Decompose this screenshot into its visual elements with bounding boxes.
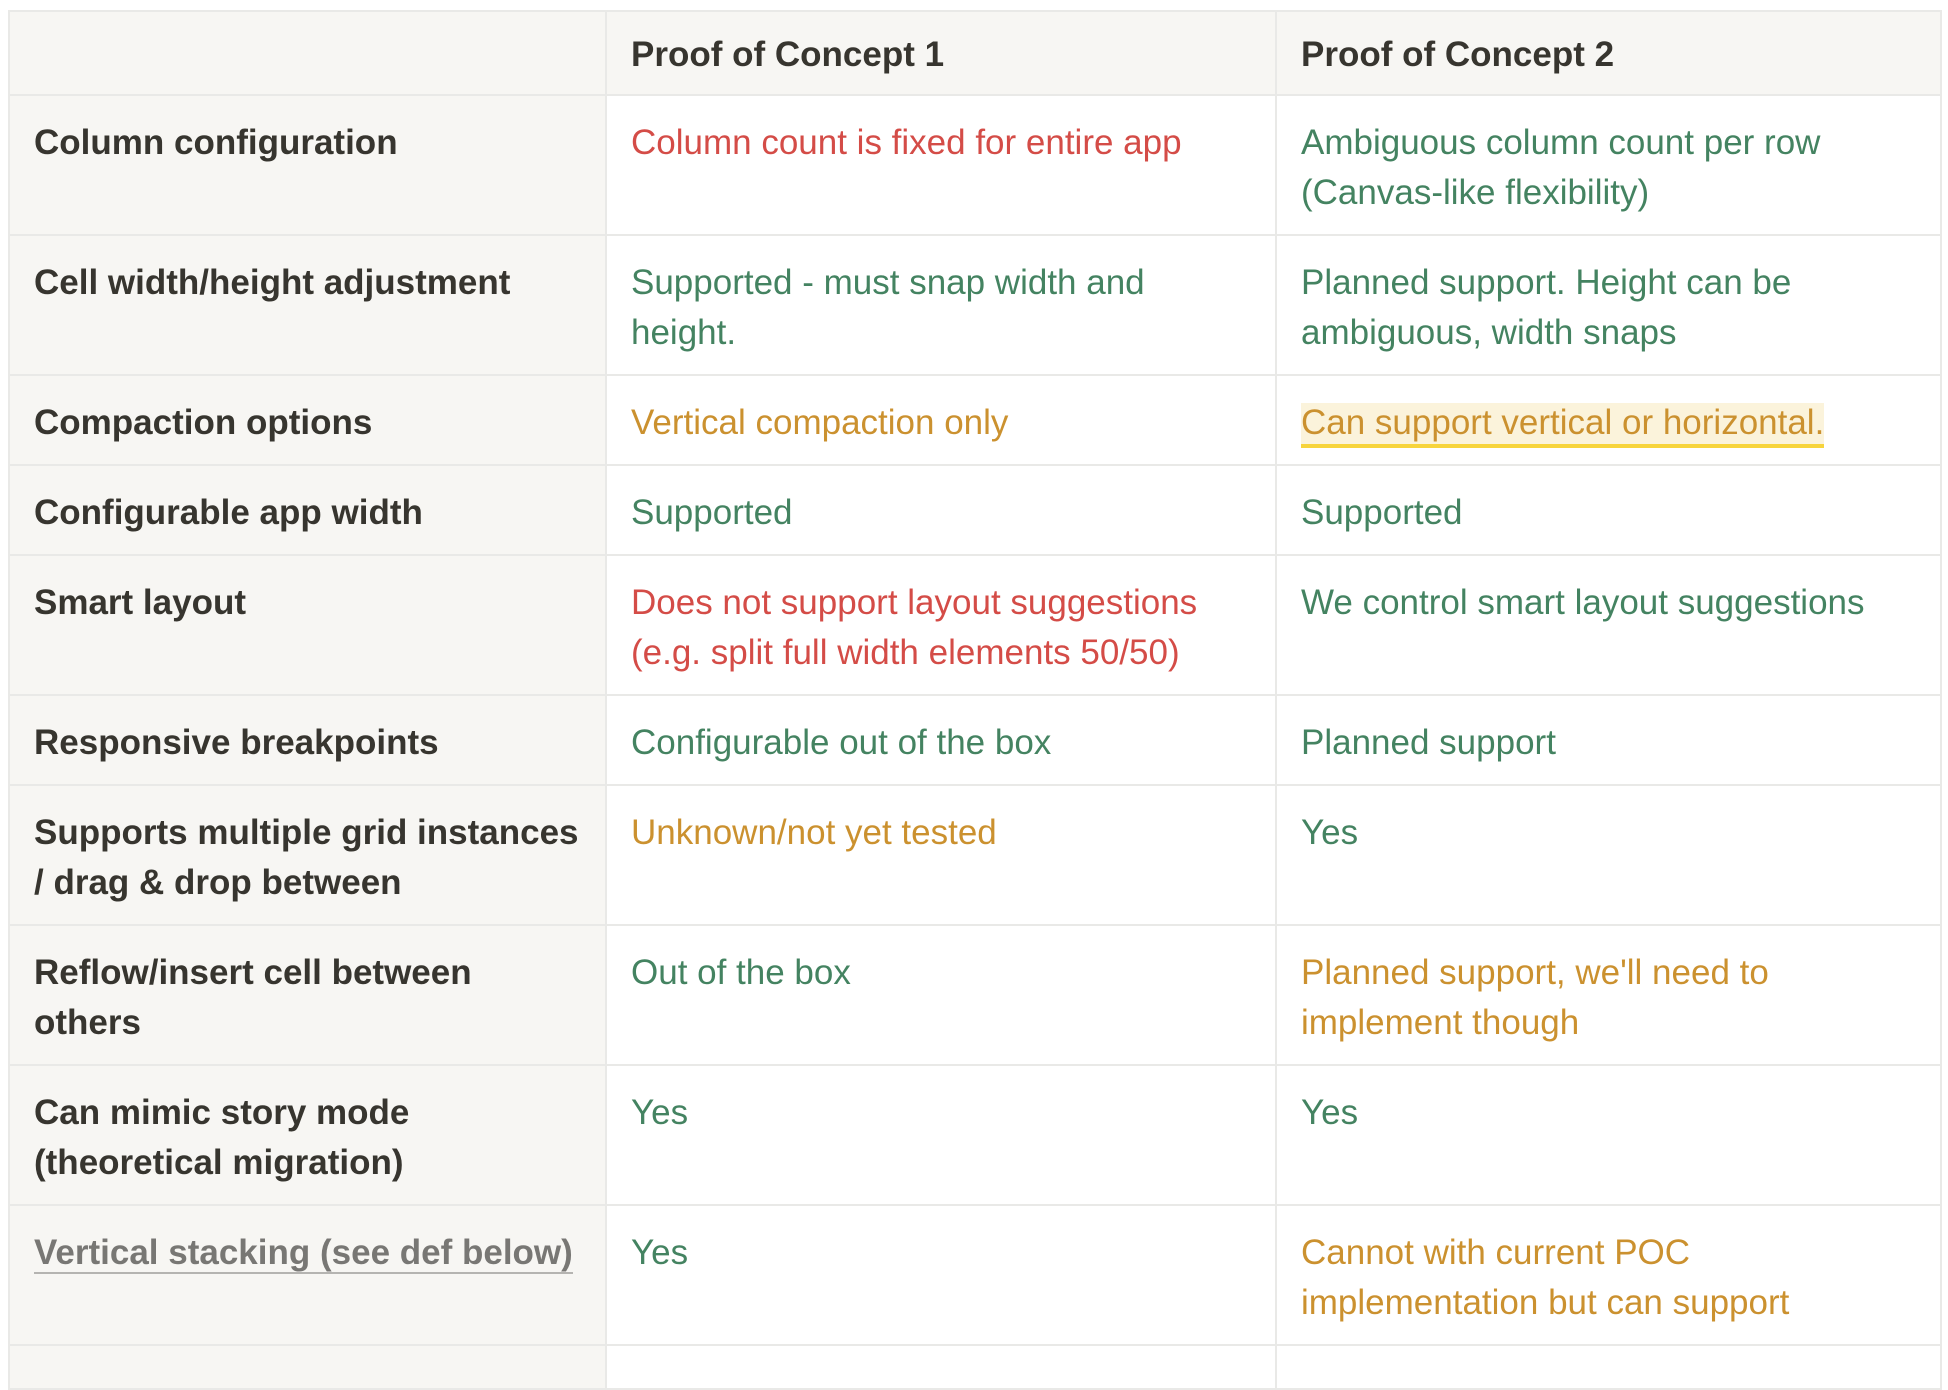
poc2-cell: Can support vertical or horizontal. (1275, 374, 1942, 466)
highlighted-text: Can support vertical or horizontal. (1301, 403, 1825, 448)
comparison-table: Proof of Concept 1 Proof of Concept 2 Co… (8, 10, 1942, 1390)
table-row: Smart layout Does not support layout sug… (8, 554, 1942, 696)
table-row: Can mimic story mode (theoretical migrat… (8, 1064, 1942, 1206)
table-header-row: Proof of Concept 1 Proof of Concept 2 (8, 10, 1942, 96)
poc1-cell: Column count is fixed for entire app (605, 94, 1277, 236)
row-label: Configurable app width (8, 464, 607, 556)
table-row: Vertical stacking (see def below) Yes Ca… (8, 1204, 1942, 1346)
poc1-cell: Supported - must snap width and height. (605, 234, 1277, 376)
poc1-cell: Yes (605, 1064, 1277, 1206)
poc1-cell: Configurable out of the box (605, 694, 1277, 786)
row-label: Reflow/insert cell between others (8, 924, 607, 1066)
poc2-cell: Cannot with current POC implementation b… (1275, 1204, 1942, 1346)
poc2-cell: Planned support, we'll need to implement… (1275, 924, 1942, 1066)
header-poc2: Proof of Concept 2 (1275, 10, 1942, 96)
poc1-cell: Vertical compaction only (605, 374, 1277, 466)
header-corner-cell (8, 10, 607, 96)
poc1-cell: Out of the box (605, 924, 1277, 1066)
poc2-cell: Yes (1275, 784, 1942, 926)
row-label: Smart layout (8, 554, 607, 696)
table-row: Configurable app width Supported Support… (8, 464, 1942, 556)
row-label: Compaction options (8, 374, 607, 466)
poc2-cell-empty (1275, 1344, 1942, 1390)
row-label: Responsive breakpoints (8, 694, 607, 786)
row-label-link-cell: Vertical stacking (see def below) (8, 1204, 607, 1346)
table-row: Reflow/insert cell between others Out of… (8, 924, 1942, 1066)
table-row: Column configuration Column count is fix… (8, 94, 1942, 236)
poc2-cell: Ambiguous column count per row (Canvas-l… (1275, 94, 1942, 236)
row-label: Cell width/height adjustment (8, 234, 607, 376)
table-row: Responsive breakpoints Configurable out … (8, 694, 1942, 786)
poc1-cell-empty (605, 1344, 1277, 1390)
header-poc1: Proof of Concept 1 (605, 10, 1277, 96)
row-label: Supports multiple grid instances / drag … (8, 784, 607, 926)
poc1-cell: Yes (605, 1204, 1277, 1346)
comparison-table-container: Proof of Concept 1 Proof of Concept 2 Co… (8, 10, 1942, 1390)
poc1-cell: Supported (605, 464, 1277, 556)
poc2-cell: Supported (1275, 464, 1942, 556)
row-label: Column configuration (8, 94, 607, 236)
poc2-cell: Planned support. Height can be ambiguous… (1275, 234, 1942, 376)
row-label-empty (8, 1344, 607, 1390)
table-row-partial (8, 1344, 1942, 1390)
table-row: Supports multiple grid instances / drag … (8, 784, 1942, 926)
vertical-stacking-link[interactable]: Vertical stacking (see def below) (34, 1233, 573, 1274)
poc2-cell: Planned support (1275, 694, 1942, 786)
poc2-cell: Yes (1275, 1064, 1942, 1206)
poc2-cell: We control smart layout suggestions (1275, 554, 1942, 696)
table-row: Compaction options Vertical compaction o… (8, 374, 1942, 466)
poc1-cell: Does not support layout suggestions (e.g… (605, 554, 1277, 696)
poc1-cell: Unknown/not yet tested (605, 784, 1277, 926)
table-row: Cell width/height adjustment Supported -… (8, 234, 1942, 376)
row-label: Can mimic story mode (theoretical migrat… (8, 1064, 607, 1206)
